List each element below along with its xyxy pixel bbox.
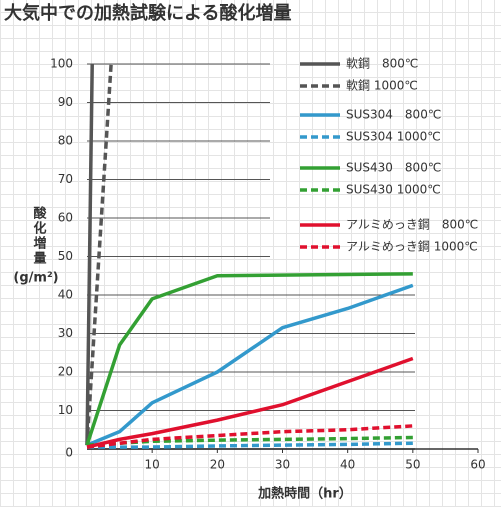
- x-tick-label: 30: [275, 458, 290, 472]
- y-tick-label: 30: [58, 326, 73, 340]
- legend-label: SUS430 1000℃: [346, 183, 441, 197]
- y-axis-label: 酸化増量: [31, 205, 47, 266]
- y-tick-label: 80: [58, 134, 73, 148]
- legend-label: 軟鋼 1000℃: [346, 78, 418, 93]
- legend-label: アルミめっき鋼 1000℃: [346, 240, 478, 254]
- x-axis-label: 加熱時間（hr）: [257, 486, 352, 502]
- series-line: [86, 283, 414, 447]
- series-line: [85, 272, 413, 446]
- y-tick-label: 70: [58, 172, 73, 186]
- legend-label: 軟鋼 800℃: [346, 56, 418, 71]
- y-tick-label: 100: [50, 57, 73, 71]
- x-tick-label: 20: [210, 458, 225, 472]
- legend-label: SUS304 1000℃: [346, 130, 441, 144]
- legend-label: SUS304 800℃: [346, 108, 441, 122]
- series-line: [85, 63, 113, 446]
- series-line: [86, 356, 414, 449]
- legend-label: SUS430 800℃: [346, 161, 441, 175]
- x-tick-label: 50: [405, 458, 420, 472]
- y-tick-label: 10: [58, 403, 73, 417]
- x-tick-label: 40: [340, 458, 355, 472]
- legend-label: アルミめっき鋼 800℃: [346, 218, 478, 232]
- y-tick-label: 60: [58, 211, 73, 225]
- y-tick-label: 90: [58, 95, 73, 109]
- x-tick-label: 60: [470, 458, 485, 472]
- y-tick-label: 0: [65, 446, 73, 460]
- series-line: [85, 63, 94, 446]
- y-tick-label: 40: [58, 288, 73, 302]
- y-axis-unit: (g/m²): [13, 271, 58, 286]
- y-tick-label: 50: [58, 249, 73, 263]
- x-tick-label: 10: [145, 458, 160, 472]
- y-tick-label: 20: [58, 365, 73, 379]
- chart-title: 大気中での加熱試験による酸化増量: [4, 2, 291, 24]
